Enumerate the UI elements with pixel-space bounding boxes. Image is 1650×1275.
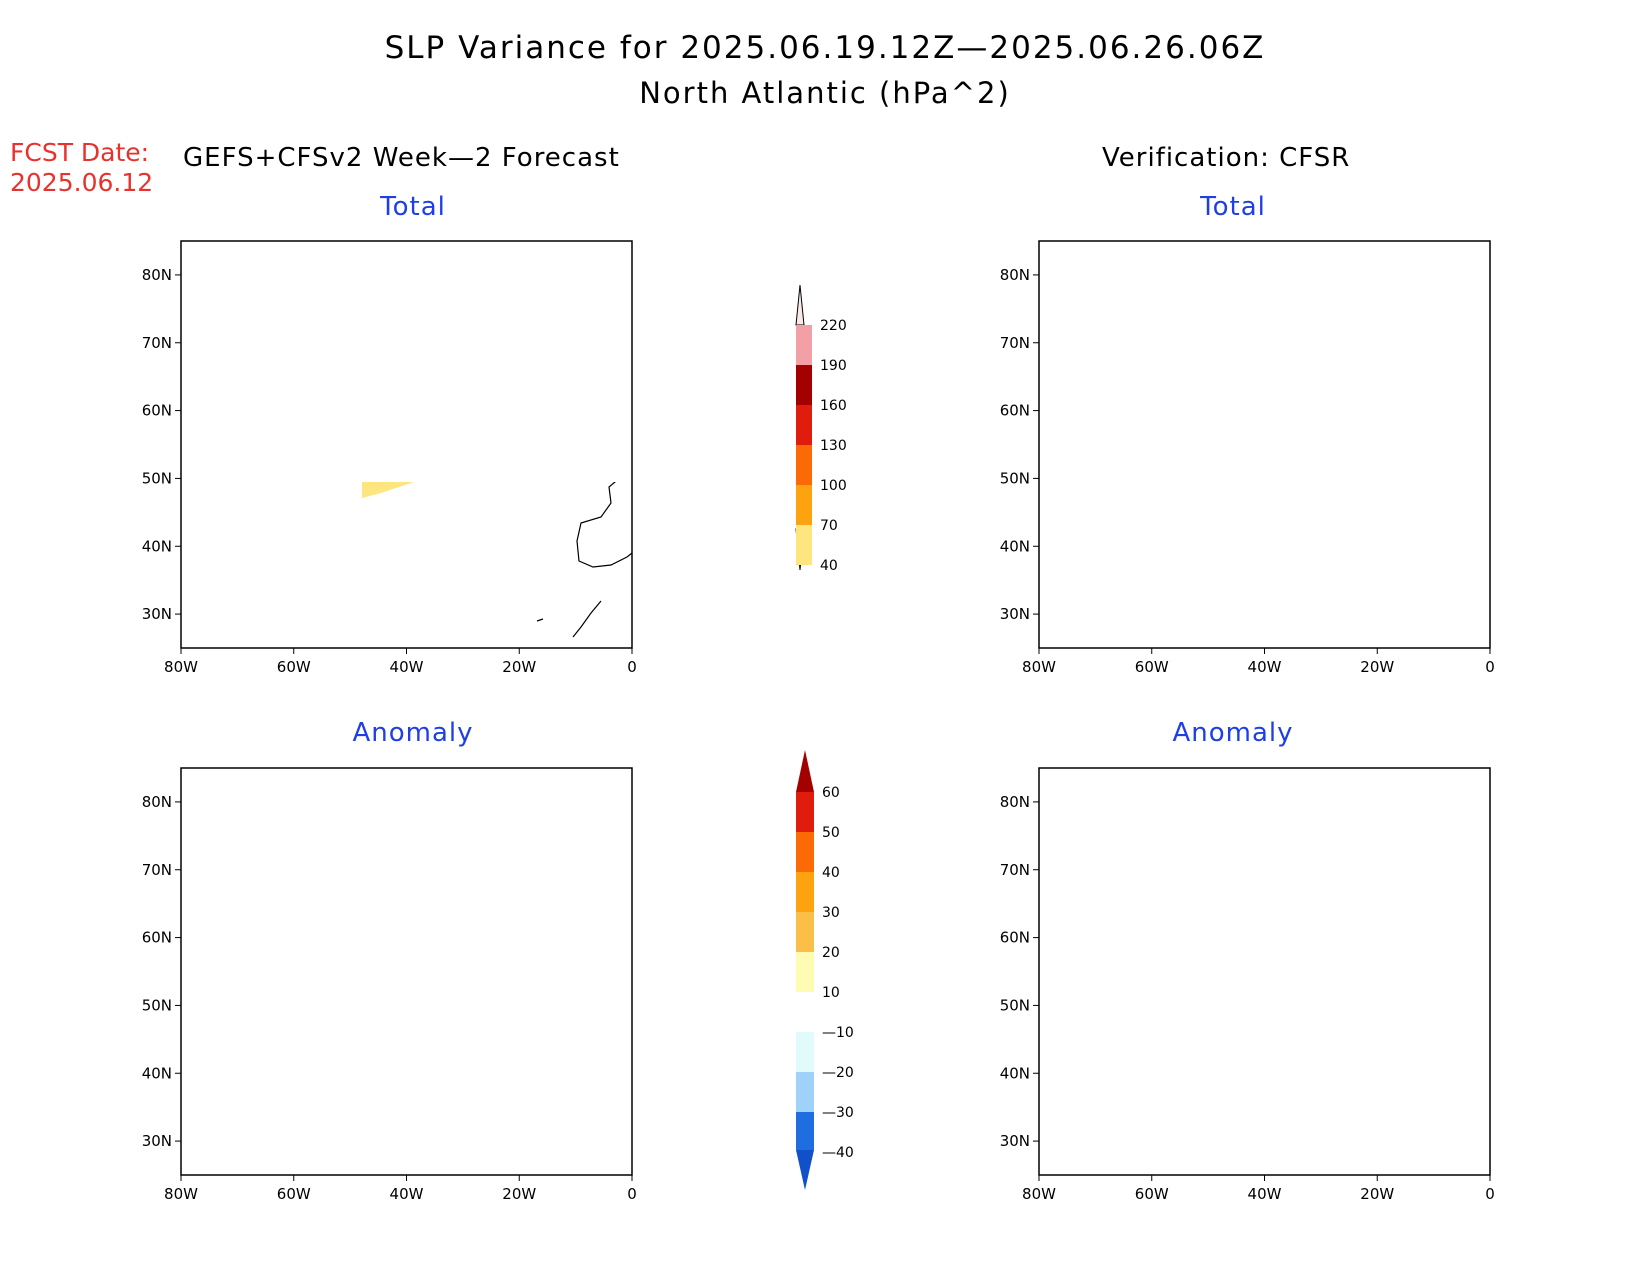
colorbar-anomaly-label: 20: [822, 945, 840, 961]
verification-total-title: Total: [1200, 192, 1266, 222]
lat-tick-label: 80N: [142, 266, 172, 284]
lon-tick-label: 60W: [1135, 1185, 1169, 1203]
colorbar-anomaly-label: 60: [822, 785, 840, 801]
lat-tick-label: 30N: [1000, 1132, 1030, 1150]
colorbar-anomaly-arrow-bottom: [796, 1150, 814, 1190]
lon-tick-label: 20W: [502, 658, 536, 676]
colorbar-total-label: 160: [820, 398, 847, 414]
lat-tick-label: 60N: [1000, 929, 1030, 947]
colorbar-anomaly-swatch: [796, 832, 814, 872]
lon-tick-label: 0: [1485, 658, 1495, 676]
verification-anomaly-title: Anomaly: [1172, 718, 1294, 748]
forecast-total-title: Total: [380, 192, 446, 222]
colorbar-anomaly-swatch: [796, 1032, 814, 1072]
colorbar-anomaly-label: 40: [822, 865, 840, 881]
sub-title: North Atlantic (hPa^2): [639, 76, 1011, 110]
lat-tick-label: 50N: [142, 996, 172, 1014]
colorbar-anomaly-swatch: [796, 912, 814, 952]
forecast-column-title: GEFS+CFSv2 Week—2 Forecast: [183, 143, 620, 173]
lat-tick-label: 30N: [1000, 605, 1030, 623]
forecast-anomaly-map: [180, 767, 633, 1176]
forecast-anomaly-title: Anomaly: [352, 718, 474, 748]
lat-tick-label: 30N: [142, 605, 172, 623]
lon-tick-label: 80W: [1022, 1185, 1056, 1203]
lat-tick-label: 60N: [142, 402, 172, 420]
colorbar-anomaly-label: —10: [822, 1025, 854, 1041]
lat-tick-label: 80N: [1000, 793, 1030, 811]
colorbar-anomaly-label: 10: [822, 985, 840, 1001]
lat-tick-label: 40N: [1000, 537, 1030, 555]
colorbar-total: 220 190 160 130 100 70 40: [795, 284, 847, 574]
lon-tick-label: 0: [627, 1185, 637, 1203]
lat-tick-label: 40N: [142, 537, 172, 555]
lon-tick-label: 60W: [277, 658, 311, 676]
colorbar-total-swatch: [796, 325, 812, 365]
colorbar-total-label: 130: [820, 438, 847, 454]
lon-tick-label: 40W: [390, 658, 424, 676]
colorbar-total-swatch: [796, 525, 812, 565]
lat-tick-label: 70N: [142, 334, 172, 352]
lon-tick-label: 20W: [1360, 658, 1394, 676]
fcst-date-label: FCST Date:: [10, 138, 150, 167]
colorbar-total-arrow-top: [795, 284, 805, 326]
colorbar-anomaly-label: —20: [822, 1065, 854, 1081]
colorbar-total-label: 40: [820, 558, 838, 574]
colorbar-anomaly-swatch: [796, 992, 814, 1032]
lat-tick-label: 70N: [1000, 861, 1030, 879]
lon-tick-label: 0: [1485, 1185, 1495, 1203]
lat-tick-label: 70N: [1000, 334, 1030, 352]
lon-tick-label: 60W: [277, 1185, 311, 1203]
lat-tick-label: 50N: [142, 469, 172, 487]
colorbar-total-label: 190: [820, 358, 847, 374]
lon-tick-label: 40W: [390, 1185, 424, 1203]
lat-tick-label: 40N: [1000, 1064, 1030, 1082]
lon-tick-label: 40W: [1248, 1185, 1282, 1203]
lon-tick-label: 80W: [164, 658, 198, 676]
forecast-total-map: [180, 240, 633, 649]
lat-tick-label: 40N: [142, 1064, 172, 1082]
lat-tick-label: 80N: [142, 793, 172, 811]
colorbar-anomaly-swatch: [796, 872, 814, 912]
colorbar-anomaly-label: —40: [822, 1145, 854, 1161]
colorbar-anomaly-label: 30: [822, 905, 840, 921]
colorbar-anomaly-swatch: [796, 1072, 814, 1112]
fcst-date-value: 2025.06.12: [10, 168, 154, 197]
lat-tick-label: 30N: [142, 1132, 172, 1150]
lat-tick-label: 80N: [1000, 266, 1030, 284]
colorbar-anomaly-arrow-top: [796, 750, 814, 792]
colorbar-anomaly-swatch: [796, 952, 814, 992]
colorbar-anomaly-swatch: [796, 792, 814, 832]
lon-tick-label: 20W: [1360, 1185, 1394, 1203]
lon-tick-label: 20W: [502, 1185, 536, 1203]
colorbar-anomaly-swatch: [796, 1112, 814, 1150]
colorbar-total-label: 100: [820, 478, 847, 494]
colorbar-total-swatch: [796, 445, 812, 485]
lon-tick-label: 0: [627, 658, 637, 676]
lat-tick-label: 50N: [1000, 469, 1030, 487]
colorbar-total-swatch: [796, 405, 812, 445]
lon-tick-label: 80W: [1022, 658, 1056, 676]
lat-tick-label: 60N: [142, 929, 172, 947]
colorbar-anomaly: 60 50 40 30 20 10 —10 —20 —30 —40: [796, 750, 854, 1190]
lon-tick-label: 60W: [1135, 658, 1169, 676]
colorbar-anomaly-label: —30: [822, 1105, 854, 1121]
colorbar-total-swatch: [796, 485, 812, 525]
main-title: SLP Variance for 2025.06.19.12Z—2025.06.…: [384, 30, 1266, 66]
lat-tick-label: 50N: [1000, 996, 1030, 1014]
verification-total-map: [1038, 240, 1491, 649]
colorbar-anomaly-label: 50: [822, 825, 840, 841]
verification-anomaly-map: [1038, 767, 1491, 1176]
lon-tick-label: 40W: [1248, 658, 1282, 676]
lon-tick-label: 80W: [164, 1185, 198, 1203]
verification-column-title: Verification: CFSR: [1102, 143, 1351, 173]
axis-ticks: 30N 40N 50N 60N 70N 80N 80W 60W 40W 20W 0 30N 40N 50N…: [142, 266, 1495, 1203]
lat-tick-label: 60N: [1000, 402, 1030, 420]
colorbar-total-swatch: [796, 365, 812, 405]
colorbar-total-label: 70: [820, 518, 838, 534]
colorbar-total-label: 220: [820, 318, 847, 334]
lat-tick-label: 70N: [142, 861, 172, 879]
